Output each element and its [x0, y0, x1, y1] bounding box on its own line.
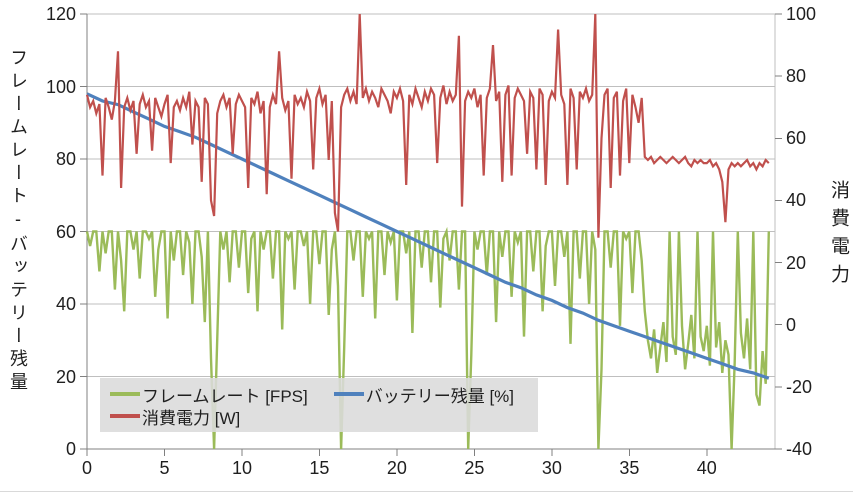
legend-row: フレームレート [FPS] バッテリー残量 [%]: [110, 382, 528, 407]
power-series-line: [85, 13, 770, 238]
left-y-tick-label: 60: [55, 221, 76, 242]
left-y-axis-title: フレームレート-バッテリー残量: [8, 48, 28, 395]
legend-item-power: 消費電力 [W]: [110, 404, 240, 429]
x-tick-label: 10: [231, 458, 252, 478]
framerate-series-swatch-icon: [110, 392, 140, 396]
left-y-tick-label: 20: [55, 366, 76, 387]
left-y-tick-label: 0: [65, 439, 76, 459]
right-y-tick-label: 20: [786, 252, 807, 273]
power-series-swatch-icon: [110, 414, 140, 418]
framerate-series-line: [85, 226, 770, 450]
battery-series-swatch-icon: [333, 392, 364, 396]
x-tick-label: 0: [81, 458, 93, 478]
x-tick-label: 35: [619, 458, 640, 478]
x-tick-label: 15: [309, 458, 330, 478]
chart-legend: フレームレート [FPS] バッテリー残量 [%] 消費電力 [W]: [100, 378, 538, 432]
x-tick-label: 25: [464, 458, 485, 478]
right-y-tick-label: -20: [786, 376, 813, 397]
right-y-tick-label: 40: [786, 190, 807, 211]
right-y-tick-label: -40: [786, 439, 813, 459]
plot-area: [80, 13, 782, 456]
right-y-tick-label: 0: [786, 314, 797, 335]
right-y-tick-label: 80: [786, 66, 807, 87]
right-y-tick-label: 100: [786, 4, 817, 24]
left-y-tick-label: 120: [45, 4, 76, 24]
right-y-axis-title: 消費電力: [828, 180, 849, 292]
legend-item-framerate: フレームレート [FPS]: [110, 382, 308, 407]
x-tick-label: 40: [696, 458, 717, 478]
left-y-tick-label: 100: [45, 76, 76, 97]
x-tick-label: 20: [386, 458, 407, 478]
left-y-tick-label: 40: [55, 294, 76, 314]
x-tick-label: 5: [159, 458, 170, 478]
x-tick-label: 30: [541, 458, 562, 478]
left-y-tick-label: 80: [55, 149, 76, 169]
legend-label-battery: バッテリー残量 [%]: [365, 386, 515, 406]
legend-row: 消費電力 [W]: [110, 404, 528, 429]
right-y-tick-label: 60: [786, 128, 807, 149]
legend-label-power: 消費電力 [W]: [142, 408, 241, 428]
legend-item-battery: バッテリー残量 [%]: [333, 382, 515, 407]
legend-label-framerate: フレームレート [FPS]: [142, 386, 308, 406]
